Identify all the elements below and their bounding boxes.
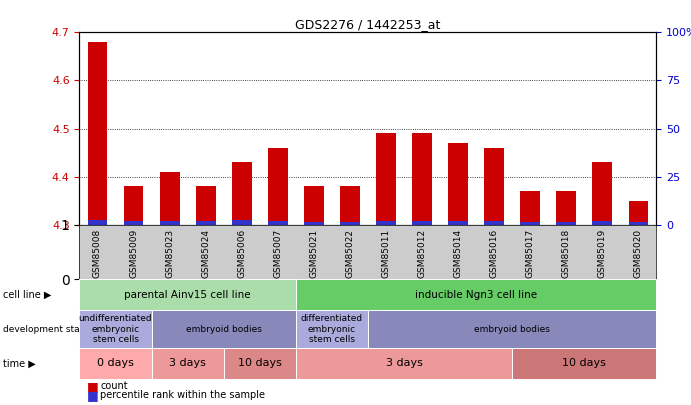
Bar <box>556 191 576 225</box>
Bar <box>376 221 396 225</box>
Title: GDS2276 / 1442253_at: GDS2276 / 1442253_at <box>295 18 441 31</box>
Bar <box>268 222 287 225</box>
Bar <box>268 148 287 225</box>
Text: GSM85009: GSM85009 <box>129 229 138 278</box>
Text: ■: ■ <box>86 389 98 402</box>
Text: time ▶: time ▶ <box>3 358 36 369</box>
Text: GSM85017: GSM85017 <box>526 229 535 278</box>
Text: development stage ▶: development stage ▶ <box>3 324 101 334</box>
Bar <box>484 222 504 225</box>
Text: embryoid bodies: embryoid bodies <box>474 324 550 334</box>
Text: 3 days: 3 days <box>386 358 422 369</box>
Bar <box>448 143 468 225</box>
Bar <box>629 222 648 225</box>
Bar <box>484 148 504 225</box>
Text: undifferentiated
embryonic
stem cells: undifferentiated embryonic stem cells <box>79 314 152 344</box>
Bar <box>412 221 432 225</box>
Text: parental Ainv15 cell line: parental Ainv15 cell line <box>124 290 251 300</box>
Bar <box>556 222 576 225</box>
Bar <box>231 162 252 225</box>
Bar <box>160 172 180 225</box>
Text: differentiated
embryonic
stem cells: differentiated embryonic stem cells <box>301 314 363 344</box>
Text: GSM85012: GSM85012 <box>417 229 426 278</box>
Text: GSM85020: GSM85020 <box>634 229 643 278</box>
Text: count: count <box>100 382 128 392</box>
Bar <box>88 220 107 225</box>
Text: GSM85018: GSM85018 <box>562 229 571 278</box>
Text: GSM85022: GSM85022 <box>346 229 354 278</box>
Text: inducible Ngn3 cell line: inducible Ngn3 cell line <box>415 290 537 300</box>
Bar <box>304 186 324 225</box>
Bar <box>520 191 540 225</box>
Bar <box>124 186 144 225</box>
Text: GSM85021: GSM85021 <box>310 229 319 278</box>
Bar <box>304 222 324 225</box>
Bar <box>629 201 648 225</box>
Bar <box>196 186 216 225</box>
Bar <box>376 133 396 225</box>
Text: 10 days: 10 days <box>562 358 606 369</box>
Bar <box>196 222 216 225</box>
Text: percentile rank within the sample: percentile rank within the sample <box>100 390 265 401</box>
Text: GSM85014: GSM85014 <box>453 229 462 278</box>
Text: 3 days: 3 days <box>169 358 206 369</box>
Text: GSM85008: GSM85008 <box>93 229 102 278</box>
Text: GSM85007: GSM85007 <box>274 229 283 278</box>
Text: embryoid bodies: embryoid bodies <box>186 324 262 334</box>
Text: cell line ▶: cell line ▶ <box>3 290 52 300</box>
Bar <box>88 42 107 225</box>
Text: 10 days: 10 days <box>238 358 282 369</box>
Text: GSM85019: GSM85019 <box>598 229 607 278</box>
Bar <box>448 221 468 225</box>
Text: GSM85023: GSM85023 <box>165 229 174 278</box>
Bar <box>340 222 360 225</box>
Bar <box>340 186 360 225</box>
Text: 0 days: 0 days <box>97 358 134 369</box>
Text: GSM85024: GSM85024 <box>201 229 210 278</box>
Bar <box>520 222 540 225</box>
Bar <box>592 162 612 225</box>
Bar <box>160 222 180 225</box>
Text: GSM85006: GSM85006 <box>237 229 246 278</box>
Bar <box>592 222 612 225</box>
Bar <box>231 220 252 225</box>
Text: GSM85016: GSM85016 <box>490 229 499 278</box>
Bar <box>124 222 144 225</box>
Text: ■: ■ <box>86 380 98 393</box>
Bar <box>412 133 432 225</box>
Text: GSM85011: GSM85011 <box>381 229 390 278</box>
